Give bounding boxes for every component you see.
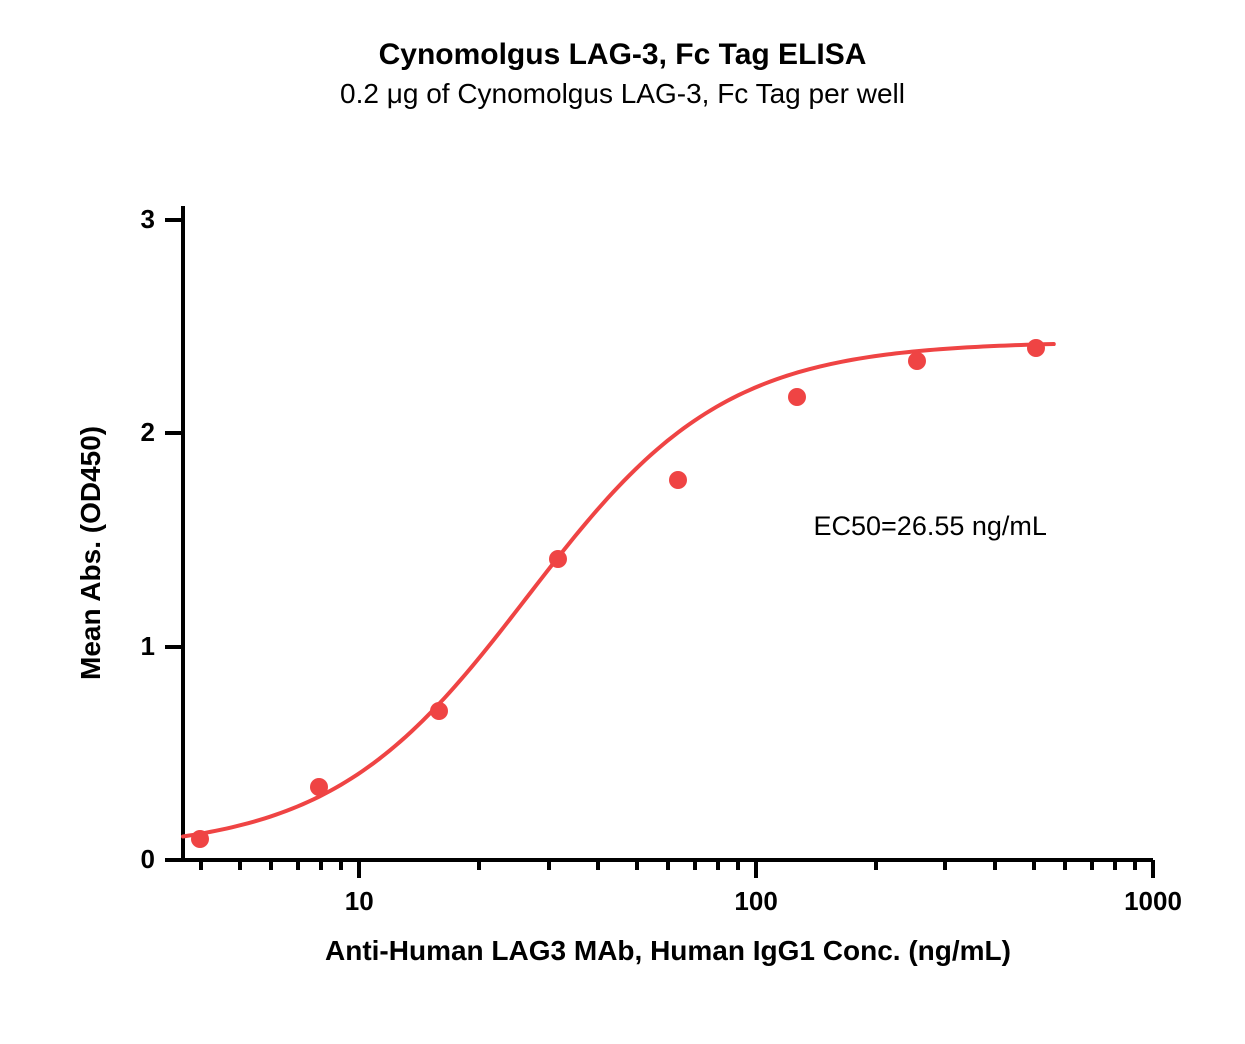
chart-subtitle: 0.2 μg of Cynomolgus LAG-3, Fc Tag per w… [0,78,1245,110]
x-minor-tick [1063,860,1067,870]
data-point [310,778,328,796]
figure-canvas: Cynomolgus LAG-3, Fc Tag ELISA 0.2 μg of… [0,0,1245,1044]
x-minor-tick [319,860,323,870]
y-tick [165,431,183,435]
data-point [908,352,926,370]
x-minor-tick [736,860,740,870]
y-tick [165,218,183,222]
y-tick [165,645,183,649]
data-point [430,702,448,720]
x-minor-tick [716,860,720,870]
data-point [669,471,687,489]
ec50-annotation: EC50=26.55 ng/mL [814,511,1047,542]
data-point [788,388,806,406]
x-minor-tick [635,860,639,870]
y-axis-title: Mean Abs. (OD450) [75,426,107,680]
x-minor-tick [1090,860,1094,870]
data-point [191,830,209,848]
y-tick [165,858,183,862]
x-minor-tick [693,860,697,870]
x-minor-tick [874,860,878,870]
x-axis-title: Anti-Human LAG3 MAb, Human IgG1 Conc. (n… [183,935,1153,967]
y-tick-label: 1 [115,631,155,662]
x-major-tick [357,860,361,878]
x-minor-tick [1133,860,1137,870]
x-minor-tick [596,860,600,870]
x-minor-tick [339,860,343,870]
y-tick-label: 3 [115,204,155,235]
x-minor-tick [943,860,947,870]
x-minor-tick [477,860,481,870]
x-tick-label: 100 [706,886,806,917]
x-major-tick [1151,860,1155,878]
x-minor-tick [993,860,997,870]
x-tick-label: 10 [309,886,409,917]
x-minor-tick [1032,860,1036,870]
x-minor-tick [666,860,670,870]
x-tick-label: 1000 [1103,886,1203,917]
x-minor-tick [296,860,300,870]
y-tick-label: 2 [115,417,155,448]
x-major-tick [754,860,758,878]
x-minor-tick [1113,860,1117,870]
data-point [1027,339,1045,357]
x-minor-tick [269,860,273,870]
x-minor-tick [199,860,203,870]
y-tick-label: 0 [115,844,155,875]
data-point [549,550,567,568]
chart-title: Cynomolgus LAG-3, Fc Tag ELISA [0,38,1245,72]
x-minor-tick [238,860,242,870]
x-minor-tick [547,860,551,870]
